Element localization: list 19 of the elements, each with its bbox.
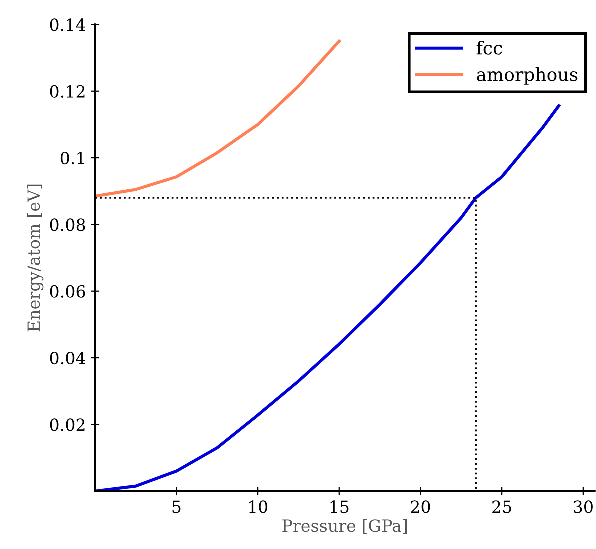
y-tick-label: 0.08 <box>50 218 86 232</box>
line-series <box>95 40 341 198</box>
x-tick-label: 20 <box>411 500 430 514</box>
y-tick-label: 0.06 <box>50 285 86 298</box>
x-axis-title: Pressure [GPa] <box>282 519 408 534</box>
legend-label: amorphous <box>477 67 578 85</box>
x-tick-label: 5 <box>172 500 181 514</box>
x-tick-label: 30 <box>574 500 593 514</box>
line-series <box>95 104 561 492</box>
x-tick-label: 10 <box>249 500 268 514</box>
y-tick-label: 0.04 <box>50 352 86 365</box>
y-tick-label: 0.02 <box>50 418 85 432</box>
y-axis-title: Energy/atom [eV] <box>27 184 44 332</box>
x-tick-label: 15 <box>330 500 349 514</box>
x-tick-label: 25 <box>492 500 512 514</box>
legend-label: fcc <box>476 40 502 55</box>
y-tick-label: 0.1 <box>60 152 84 165</box>
y-tick-label: 0.14 <box>50 18 86 32</box>
y-tick-label: 0.12 <box>50 85 85 98</box>
